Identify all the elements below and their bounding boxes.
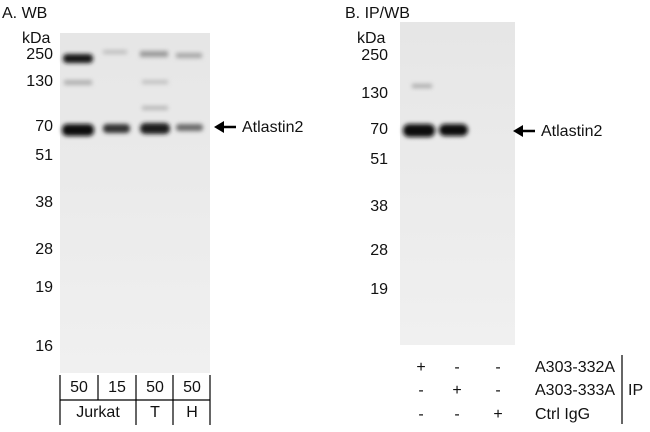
marker-label: 19 — [370, 281, 388, 298]
marker-label: 28 — [370, 242, 388, 259]
target-label: Atlastin2 — [541, 123, 602, 140]
marker-label: 51 — [35, 147, 53, 164]
marker-label: 38 — [370, 198, 388, 215]
sign: - — [495, 382, 500, 399]
row-label: Ctrl IgG — [535, 406, 590, 423]
sample-label: H — [186, 404, 198, 421]
marker-label: 250 — [26, 46, 53, 63]
unit-label: kDa — [22, 30, 51, 47]
sign: - — [495, 359, 500, 376]
sign: - — [454, 359, 459, 376]
marker-label: 250 — [361, 47, 388, 64]
marker-label: 70 — [35, 118, 53, 135]
marker-label: 130 — [26, 73, 53, 90]
row-label: A303-332A — [535, 359, 615, 376]
sign: - — [418, 382, 423, 399]
unit-label: kDa — [357, 30, 386, 47]
sign: + — [493, 406, 502, 423]
group-label: IP — [628, 382, 643, 399]
marker-label: 70 — [370, 121, 388, 138]
bands — [62, 50, 203, 136]
marker-label: 51 — [370, 151, 388, 168]
blot — [60, 33, 210, 373]
marker-label: 38 — [35, 194, 53, 211]
target-label: Atlastin2 — [242, 119, 303, 136]
lane-amount: 50 — [146, 379, 164, 396]
lane-amount: 50 — [70, 379, 88, 396]
marker-label: 130 — [361, 85, 388, 102]
lane-table — [59, 375, 211, 425]
blot — [400, 22, 515, 345]
panel-title: B. IP/WB — [345, 5, 410, 22]
row-label: A303-333A — [535, 382, 615, 399]
bands — [403, 84, 468, 137]
sample-label: T — [150, 404, 160, 421]
marker-label: 16 — [35, 338, 53, 355]
sign: + — [452, 382, 461, 399]
lane-amount: 50 — [183, 379, 201, 396]
marker-label: 28 — [35, 241, 53, 258]
sample-label: Jurkat — [76, 404, 120, 421]
lane-amount: 15 — [108, 379, 126, 396]
marker-label: 19 — [35, 279, 53, 296]
sign: - — [418, 406, 423, 423]
sign: + — [416, 359, 425, 376]
sign: - — [454, 406, 459, 423]
panel-title: A. WB — [2, 5, 47, 22]
